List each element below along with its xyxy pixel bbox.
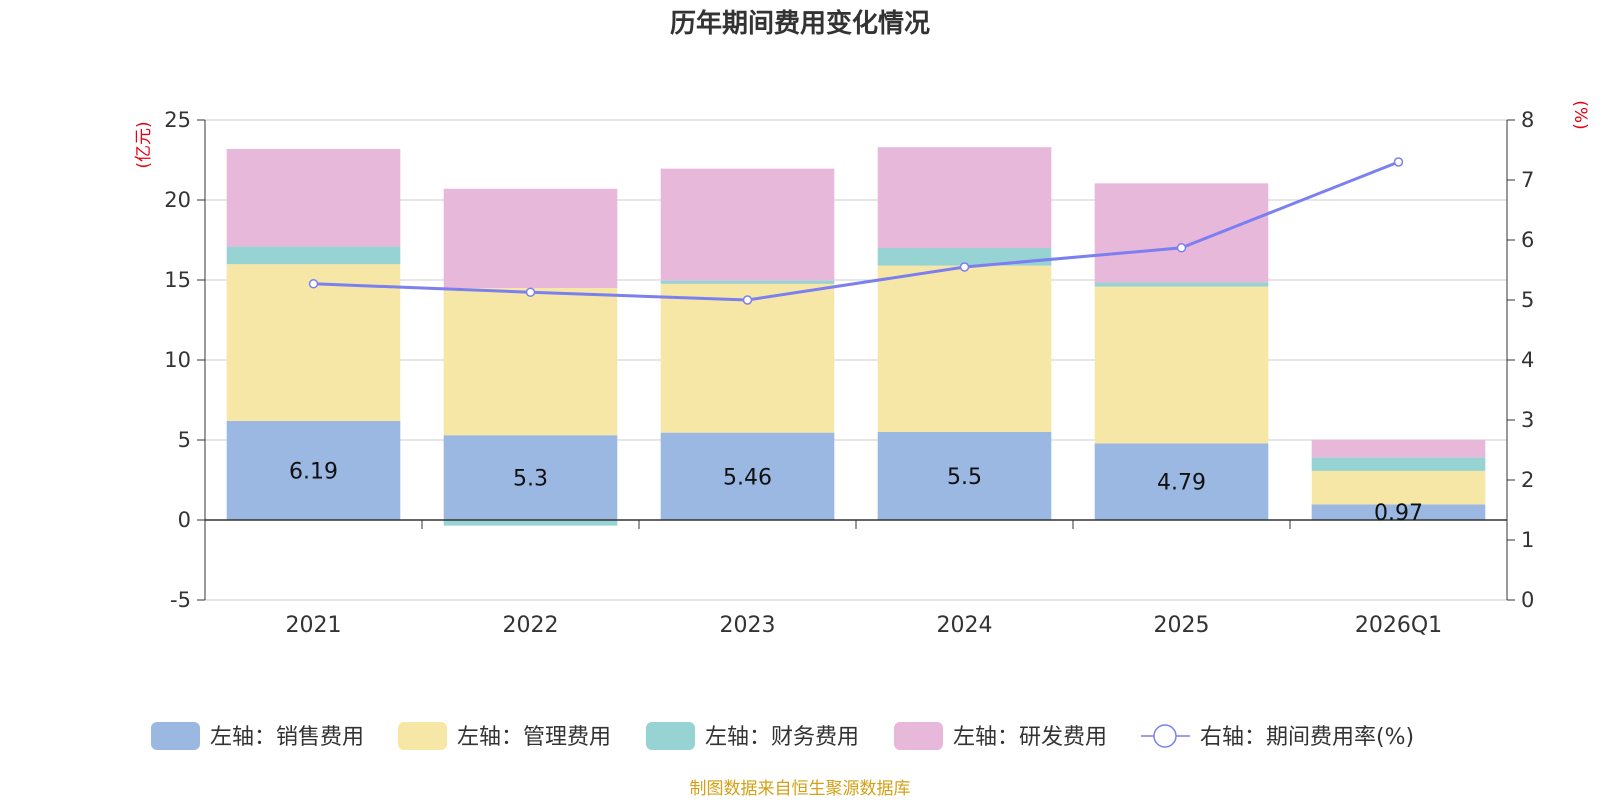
- rate-point: [1176, 243, 1187, 253]
- x-tick-label: 2023: [720, 613, 776, 638]
- bar-data-label: 6.19: [289, 459, 338, 484]
- bar-4-2026Q1: [1311, 439, 1486, 458]
- right-tick-label: 3: [1521, 408, 1534, 432]
- bar-3-2021: [226, 246, 401, 265]
- data-labels: 6.19 5.3 5.46 5.5 4.79 0.97: [289, 459, 1423, 526]
- bar-2-2022: [443, 288, 618, 436]
- x-tick-label: 2025: [1154, 613, 1210, 638]
- bar-data-label: 5.3: [513, 467, 548, 492]
- left-tick-label: -5: [170, 588, 191, 612]
- left-axis-unit: (亿元): [134, 121, 154, 168]
- bar-4-2024: [877, 147, 1052, 248]
- left-tick-label: 5: [178, 428, 191, 452]
- bar-4-2022: [443, 188, 618, 288]
- bar-3-2025: [1094, 282, 1269, 287]
- left-tick-label: 20: [164, 188, 191, 212]
- x-tick-label: 2021: [286, 613, 342, 638]
- bar-2-2025: [1094, 286, 1269, 444]
- legend-label: 右轴：期间费用率(%): [1200, 725, 1414, 750]
- bar-4-2021: [226, 148, 401, 247]
- bar-3-2024: [877, 248, 1052, 266]
- left-tick-label: 10: [164, 348, 191, 372]
- legend-swatch: [398, 722, 447, 750]
- bar-2-2026Q1: [1311, 470, 1486, 505]
- legend: 左轴：销售费用 左轴：管理费用 左轴：财务费用 左轴：研发费用 右轴：期间费用率(%): [151, 722, 1414, 750]
- rate-line: [313, 160, 1400, 302]
- legend-label: 左轴：管理费用: [457, 725, 611, 750]
- bar-1-2021: [226, 420, 401, 520]
- rate-point: [742, 295, 753, 305]
- x-tick-label: 2022: [503, 613, 559, 638]
- rate-point: [1393, 157, 1404, 167]
- bar-4-2023: [660, 168, 835, 281]
- bars: [226, 147, 1486, 526]
- x-tick-label: 2026Q1: [1355, 613, 1442, 638]
- legend-label: 左轴：研发费用: [953, 725, 1107, 750]
- legend-swatch: [151, 722, 200, 750]
- left-tick-label: 15: [164, 268, 191, 292]
- bar-data-label: 5.46: [723, 465, 772, 490]
- legend-swatch: [894, 722, 943, 750]
- bar-3-2022: [443, 520, 618, 526]
- bar-3-2026Q1: [1311, 457, 1486, 471]
- bar-3-2023: [660, 280, 835, 284]
- bar-data-label: 4.79: [1157, 471, 1206, 496]
- bar-1-2026Q1: [1311, 504, 1486, 520]
- bar-data-label: 0.97: [1374, 501, 1423, 526]
- rate-point: [308, 279, 319, 289]
- bar-2-2023: [660, 283, 835, 433]
- bar-data-label: 5.5: [947, 465, 982, 490]
- right-tick-label: 0: [1521, 588, 1534, 612]
- bar-2-2024: [877, 265, 1052, 432]
- bar-1-2023: [660, 432, 835, 520]
- legend-swatch: [646, 722, 695, 750]
- right-tick-label: 1: [1521, 528, 1534, 552]
- bar-1-2022: [443, 435, 618, 520]
- legend-label: 左轴：销售费用: [210, 725, 364, 750]
- x-tick-label: 2024: [937, 613, 993, 638]
- bar-2-2021: [226, 264, 401, 421]
- right-tick-label: 8: [1521, 108, 1534, 132]
- bar-1-2025: [1094, 443, 1269, 520]
- right-tick-label: 7: [1521, 168, 1534, 192]
- right-tick-label: 2: [1521, 468, 1534, 492]
- left-tick-label: 25: [164, 108, 191, 132]
- right-axis-unit: (%): [1570, 100, 1590, 129]
- rate-point: [525, 287, 536, 297]
- right-tick-label: 5: [1521, 288, 1534, 312]
- right-tick-label: 6: [1521, 228, 1534, 252]
- bar-1-2024: [877, 432, 1052, 520]
- left-tick-label: 0: [178, 508, 191, 532]
- chart-title: 历年期间费用变化情况: [670, 8, 930, 39]
- right-tick-label: 4: [1521, 348, 1534, 372]
- expense-rate-line: [308, 157, 1404, 305]
- bar-4-2025: [1094, 183, 1269, 283]
- legend-label: 左轴：财务费用: [705, 725, 859, 750]
- legend-circle-marker: [1153, 724, 1177, 748]
- rate-point: [959, 262, 970, 272]
- source-note: 制图数据来自恒生聚源数据库: [690, 779, 911, 799]
